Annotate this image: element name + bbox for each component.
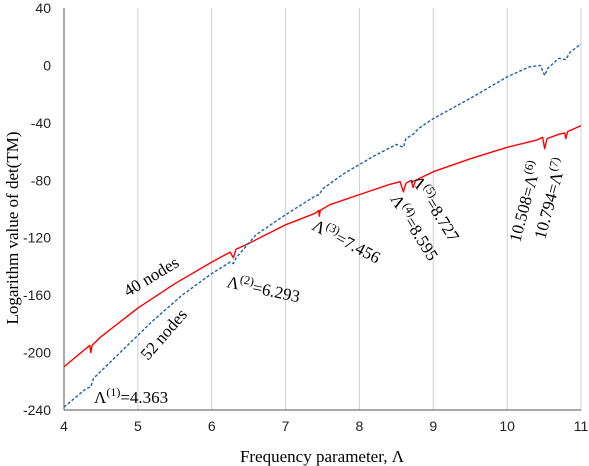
- y-tick-label: 0: [43, 57, 51, 73]
- x-tick-label: 6: [208, 418, 216, 434]
- annotation-40-nodes: 40 nodes: [120, 253, 182, 301]
- y-tick-label: -40: [31, 115, 51, 131]
- x-tick-label: 9: [429, 418, 437, 434]
- y-axis-label: Logarithm value of det(TM): [3, 131, 22, 324]
- x-tick-label: 7: [282, 418, 290, 434]
- annotation-52-nodes: 52 nodes: [137, 305, 191, 363]
- annotation-lambda-1: Λ(1)=4.363: [94, 385, 168, 407]
- series-line-52-nodes: [63, 43, 582, 408]
- grid: [137, 8, 582, 410]
- series-line-40-nodes: [63, 125, 582, 368]
- x-tick-label: 8: [356, 418, 364, 434]
- y-tick-label: -160: [23, 287, 51, 303]
- axes: [63, 8, 581, 411]
- y-tick-label: -120: [23, 230, 51, 246]
- x-tick-label: 5: [134, 418, 142, 434]
- y-tick-label: -240: [23, 402, 51, 418]
- series-lines: [63, 43, 582, 408]
- x-tick-label: 10: [499, 418, 515, 434]
- tick-labels: 4 5 6 7 8 9 10 11 40 0 -40 -80 -120 -160 -200 -240: [23, 0, 589, 434]
- x-tick-label: 11: [574, 418, 589, 434]
- y-tick-label: -200: [23, 345, 51, 361]
- annotation-lambda-2: Λ(2)=6.293: [225, 269, 302, 306]
- x-tick-label: 4: [60, 418, 68, 434]
- annotation-lambda-3: Λ(3)=7.456: [309, 213, 385, 267]
- y-tick-label: -80: [31, 172, 51, 188]
- y-tick-label: 40: [35, 0, 51, 16]
- x-axis-label: Frequency parameter, Λ: [240, 447, 405, 466]
